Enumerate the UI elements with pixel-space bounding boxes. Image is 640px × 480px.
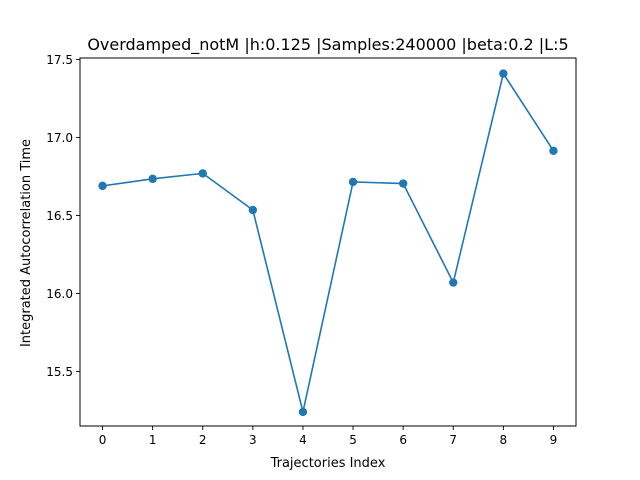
x-tick-label: 8 [500,433,508,447]
x-tick-label: 5 [349,433,357,447]
x-axis-label: Trajectories Index [270,456,386,471]
y-tick-label: 16.5 [46,209,73,223]
data-point [98,181,107,191]
data-point [449,278,458,287]
x-tick-label: 7 [449,433,457,447]
x-tick-label: 4 [299,433,307,447]
y-axis-label: Integrated Autocorrelation Time [19,139,34,347]
data-point [298,407,308,417]
y-tick-label: 15.5 [46,365,73,379]
y-tick-label: 17.0 [46,131,73,145]
data-point [549,146,558,155]
y-tick-label: 16.0 [46,287,73,301]
plot-area: 0 1 2 3 4 5 6 7 8 9 15.5 16.0 16.5 17.0 17.5 [46,53,577,447]
chart-title: Overdamped_notM |h:0.125 |Samples:240000… [87,35,568,55]
x-tick-label: 2 [199,433,207,447]
data-point [248,205,258,215]
series-line [102,72,555,413]
axes-frame [79,57,577,427]
x-tick-label: 1 [149,433,157,447]
x-tick-label: 9 [550,433,558,447]
x-tick-label: 3 [249,433,257,447]
data-point [499,69,508,78]
data-point [348,177,358,187]
y-tick-label: 17.5 [46,53,73,67]
x-tick-label: 0 [99,433,107,447]
data-point [398,179,408,188]
data-point [198,169,207,178]
data-point [148,174,157,184]
x-tick-label: 6 [399,433,407,447]
